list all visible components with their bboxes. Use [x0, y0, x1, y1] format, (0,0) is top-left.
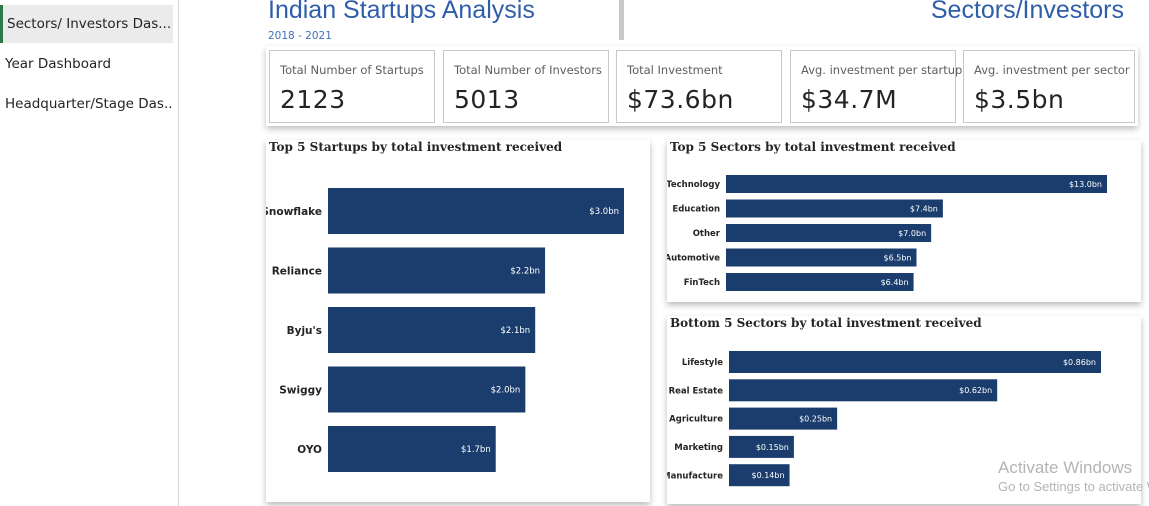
category-label: Other	[693, 229, 721, 239]
category-label: Lifestyle	[682, 358, 723, 368]
category-label: Swiggy	[279, 384, 322, 396]
kpi-label: Total Number of Startups	[280, 63, 424, 77]
bar-real-estate[interactable]	[729, 379, 998, 402]
kpi-value: $34.7M	[801, 85, 898, 114]
kpi-value: 5013	[454, 85, 520, 114]
category-label: OYO	[297, 444, 322, 456]
kpi-card-investors[interactable]: Total Number of Investors 5013	[443, 50, 609, 123]
bar-reliance[interactable]	[328, 247, 546, 294]
bar-other[interactable]	[726, 224, 932, 242]
nav-item-headquarter-stage[interactable]: Headquarter/Stage Das...	[5, 96, 173, 112]
bar-education[interactable]	[726, 199, 943, 218]
category-label: Agriculture	[669, 415, 723, 425]
chart-top-startups-svg: Snowflake $3.0bn Reliance $2.2bn Byju's $2.1b…	[266, 188, 624, 472]
header-divider	[619, 0, 624, 40]
category-label: Reliance	[272, 265, 322, 277]
bar-swiggy[interactable]	[328, 366, 526, 413]
page-navigator: Sectors/ Investors Das... Year Dashboard…	[0, 0, 179, 506]
data-label: $6.4bn	[881, 278, 909, 287]
category-label: Manufacture	[667, 471, 723, 481]
report-title: Indian Startups Analysis	[268, 0, 535, 24]
category-label: Snowflake	[266, 206, 322, 218]
kpi-card-startups[interactable]: Total Number of Startups 2123	[269, 50, 435, 123]
bar-agriculture[interactable]	[729, 407, 838, 430]
data-label: $7.4bn	[910, 204, 938, 213]
kpi-label: Total Number of Investors	[454, 63, 602, 77]
category-label: Marketing	[674, 443, 723, 453]
chart-title: Bottom 5 Sectors by total investment rec…	[670, 316, 982, 330]
nav-item-sectors-investors[interactable]: Sectors/ Investors Das...	[0, 5, 173, 43]
category-label: Byju's	[287, 325, 322, 337]
kpi-label: Avg. investment per startup	[801, 63, 963, 77]
chart-top-startups[interactable]: Top 5 Startups by total investment recei…	[266, 140, 650, 502]
watermark-line-2: Go to Settings to activate Windows.	[998, 479, 1149, 494]
chart-bottom-sectors-svg: Lifestyle $0.86bn Real Estate $0.62bn Agricu…	[667, 351, 1101, 487]
data-label: $13.0bn	[1069, 180, 1102, 189]
bar-snowflake[interactable]	[328, 188, 624, 234]
kpi-card-avg-per-startup[interactable]: Avg. investment per startup $34.7M	[790, 50, 962, 123]
chart-top-sectors-svg: Technology $13.0bn Education $7.4bn Other $7.…	[667, 175, 1107, 291]
category-label: FinTech	[684, 278, 720, 288]
data-label: $3.0bn	[589, 207, 619, 217]
data-label: $2.1bn	[500, 326, 530, 336]
bar-fintech[interactable]	[726, 273, 914, 291]
kpi-label: Avg. investment per sector	[974, 63, 1130, 77]
category-label: Automotive	[667, 254, 720, 264]
data-label: $0.25bn	[799, 414, 832, 423]
category-label: Technology	[667, 180, 720, 190]
bar-technology[interactable]	[726, 175, 1107, 193]
kpi-value: $73.6bn	[627, 85, 734, 114]
kpi-card-total-investment[interactable]: Total Investment $73.6bn	[616, 50, 782, 123]
bar-byju-s[interactable]	[328, 307, 536, 353]
data-label: $2.0bn	[491, 386, 521, 396]
bar-marketing[interactable]	[729, 435, 794, 458]
kpi-value: $3.5bn	[974, 85, 1065, 114]
chart-title: Top 5 Sectors by total investment receiv…	[670, 140, 956, 154]
data-label: $6.5bn	[884, 253, 912, 262]
bar-oyo[interactable]	[328, 426, 496, 472]
data-label: $0.15bn	[756, 443, 789, 452]
category-label: Education	[672, 205, 720, 215]
kpi-strip: Total Number of Startups 2123 Total Numb…	[266, 46, 1138, 126]
chart-top-sectors[interactable]: Top 5 Sectors by total investment receiv…	[667, 140, 1141, 302]
activation-watermark: Activate Windows Go to Settings to activ…	[998, 458, 1149, 494]
watermark-line-1: Activate Windows	[998, 458, 1133, 477]
chart-title: Top 5 Startups by total investment recei…	[269, 140, 563, 154]
data-label: $0.86bn	[1063, 358, 1096, 367]
chart-bottom-sectors[interactable]: Bottom 5 Sectors by total investment rec…	[667, 316, 1141, 504]
bar-manufacture[interactable]	[729, 464, 790, 487]
kpi-label: Total Investment	[627, 63, 723, 77]
page-title: Sectors/Investors	[930, 0, 1124, 24]
data-label: $0.14bn	[751, 471, 784, 480]
nav-item-year-dashboard[interactable]: Year Dashboard	[5, 56, 112, 72]
kpi-card-avg-per-sector[interactable]: Avg. investment per sector $3.5bn	[963, 50, 1135, 123]
data-label: $2.2bn	[510, 267, 540, 277]
data-label: $1.7bn	[461, 445, 491, 455]
report-date-range: 2018 - 2021	[268, 30, 332, 42]
report-header: Indian Startups Analysis 2018 - 2021	[268, 0, 618, 44]
data-label: $0.62bn	[959, 386, 992, 395]
kpi-value: 2123	[280, 85, 346, 114]
data-label: $7.0bn	[898, 229, 926, 238]
bar-automotive[interactable]	[726, 248, 917, 267]
category-label: Real Estate	[669, 386, 724, 396]
bar-lifestyle[interactable]	[729, 351, 1101, 373]
